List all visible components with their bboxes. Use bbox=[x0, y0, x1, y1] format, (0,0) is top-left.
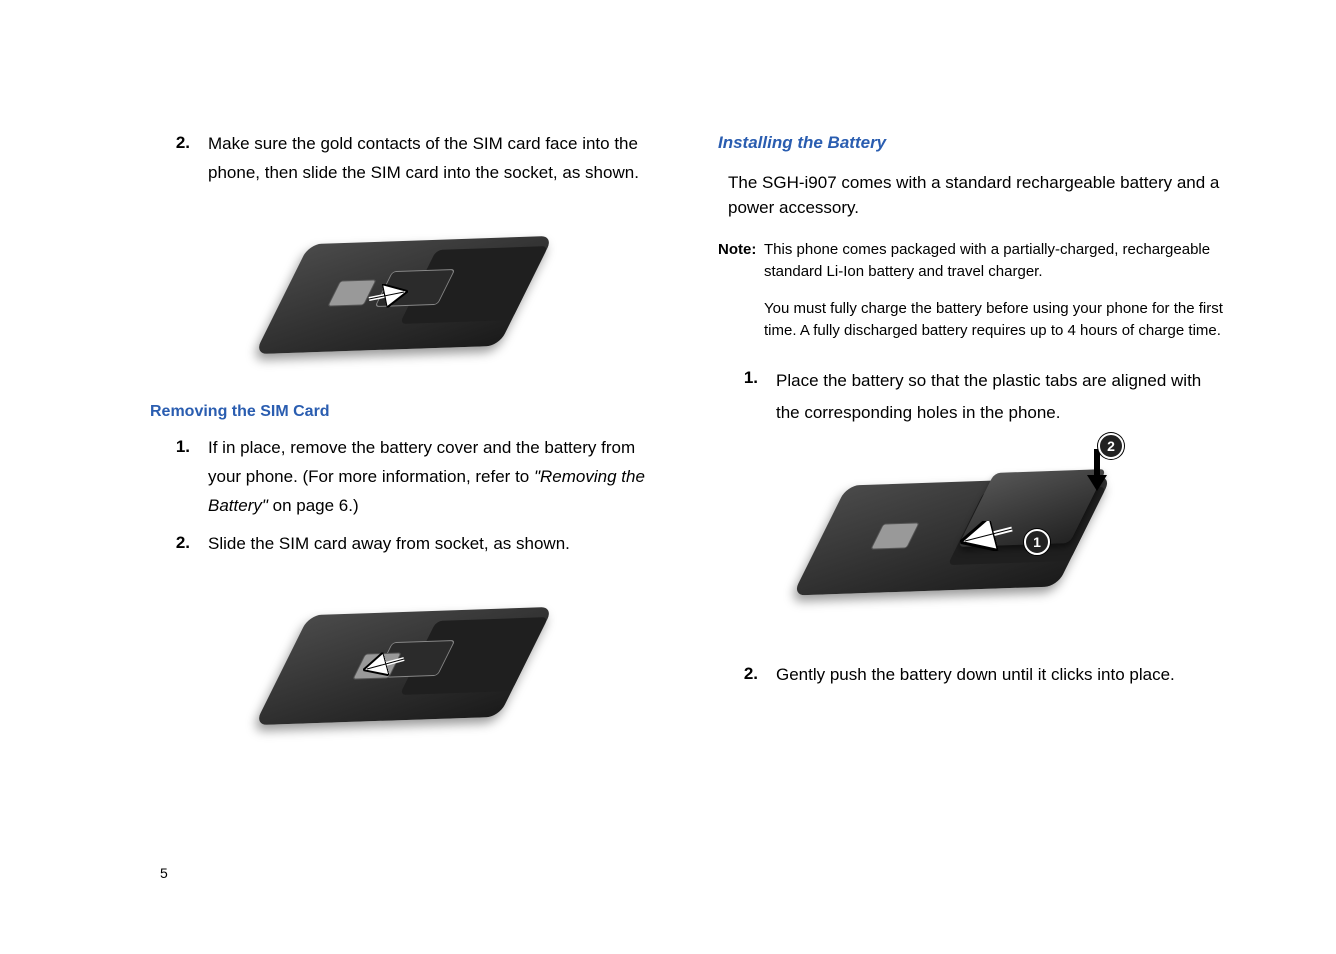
step-number: 2. bbox=[150, 130, 208, 188]
callout-2: 2 bbox=[1098, 433, 1124, 459]
step-number: 1. bbox=[150, 434, 208, 521]
step-text: Place the battery so that the plastic ta… bbox=[776, 365, 1226, 430]
step-number: 2. bbox=[150, 530, 208, 559]
step-install-battery-2: 2. Gently push the battery down until it… bbox=[718, 661, 1226, 690]
intro-paragraph: The SGH-i907 comes with a standard recha… bbox=[728, 170, 1226, 221]
figure-sim-remove bbox=[264, 571, 544, 751]
note-label: Note: bbox=[718, 241, 756, 258]
note-text: This phone comes packaged with a partial… bbox=[764, 239, 1226, 284]
figure-sim-insert bbox=[264, 200, 544, 380]
step-text: If in place, remove the battery cover an… bbox=[208, 434, 658, 521]
step-sim-insert-2: 2. Make sure the gold contacts of the SI… bbox=[150, 130, 658, 188]
heading-removing-sim: Removing the SIM Card bbox=[150, 400, 658, 424]
step-remove-sim-2: 2. Slide the SIM card away from socket, … bbox=[150, 530, 658, 559]
page-number: 5 bbox=[160, 863, 168, 884]
step-number: 2. bbox=[718, 661, 776, 690]
step-text: Gently push the battery down until it cl… bbox=[776, 661, 1226, 690]
step-number: 1. bbox=[718, 365, 776, 430]
note-text: You must fully charge the battery before… bbox=[764, 298, 1226, 343]
step-install-battery-1: 1. Place the battery so that the plastic… bbox=[718, 365, 1226, 430]
figure-battery-install: 1 2 bbox=[802, 441, 1142, 641]
text-part: on page 6.) bbox=[268, 496, 359, 515]
step-remove-sim-1: 1. If in place, remove the battery cover… bbox=[150, 434, 658, 521]
note-block: Note: This phone comes packaged with a p… bbox=[718, 239, 1226, 343]
callout-1: 1 bbox=[1024, 529, 1050, 555]
step-text: Slide the SIM card away from socket, as … bbox=[208, 530, 658, 559]
step-text: Make sure the gold contacts of the SIM c… bbox=[208, 130, 658, 188]
heading-installing-battery: Installing the Battery bbox=[718, 130, 1226, 156]
